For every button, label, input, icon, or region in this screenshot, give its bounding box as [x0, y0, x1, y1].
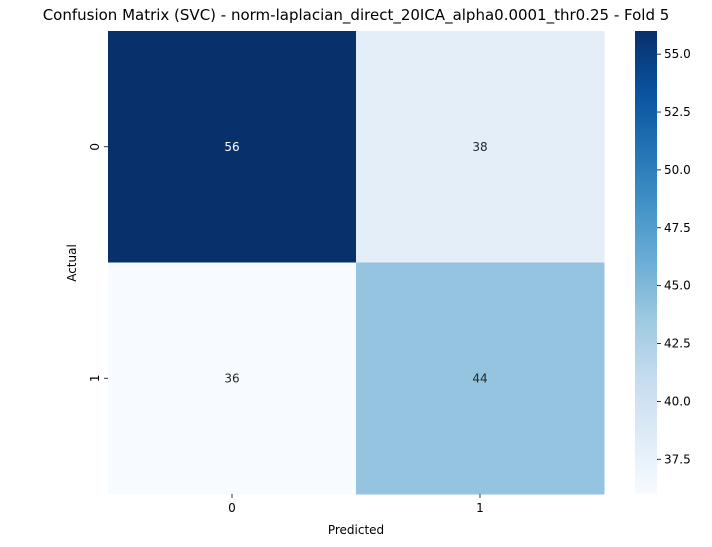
colorbar-tick-label: 52.5: [664, 105, 691, 119]
colorbar: [635, 31, 657, 494]
heatmap-cell-r0-c0: [108, 31, 357, 263]
cell-value-r1-c0: 36: [224, 371, 239, 385]
y-axis-ticks: 01: [88, 143, 108, 382]
y-tick-label: 1: [88, 374, 102, 382]
colorbar-tick-label: 47.5: [664, 221, 691, 235]
colorbar-tick-label: 50.0: [664, 163, 691, 177]
x-tick-label: 0: [228, 501, 236, 515]
colorbar-tick-label: 45.0: [664, 279, 691, 293]
colorbar-ticks: 37.5 40.0 42.5 45.0 47.5 50.0 52.5 55.0: [657, 47, 691, 466]
heatmap-cell-r1-c0: [108, 262, 357, 495]
colorbar-tick-label: 37.5: [664, 452, 691, 466]
cell-value-r0-c1: 38: [472, 140, 487, 154]
y-tick-label: 0: [88, 143, 102, 151]
cell-value-r0-c0: 56: [224, 140, 239, 154]
colorbar-tick-label: 40.0: [664, 394, 691, 408]
colorbar-tick-label: 55.0: [664, 47, 691, 61]
colorbar-tick-label: 42.5: [664, 337, 691, 351]
cell-value-r1-c1: 44: [472, 371, 487, 385]
chart-title: Confusion Matrix (SVC) - norm-laplacian_…: [43, 6, 670, 25]
y-axis-label: Actual: [65, 244, 79, 282]
x-tick-label: 1: [476, 501, 484, 515]
heatmap-cell-r0-c1: [356, 31, 605, 263]
heatmap-cell-labels: 56 38 36 44: [224, 140, 487, 386]
heatmap-cells: [108, 31, 605, 495]
heatmap-cell-r1-c1: [356, 262, 605, 495]
x-axis-label: Predicted: [328, 523, 384, 537]
